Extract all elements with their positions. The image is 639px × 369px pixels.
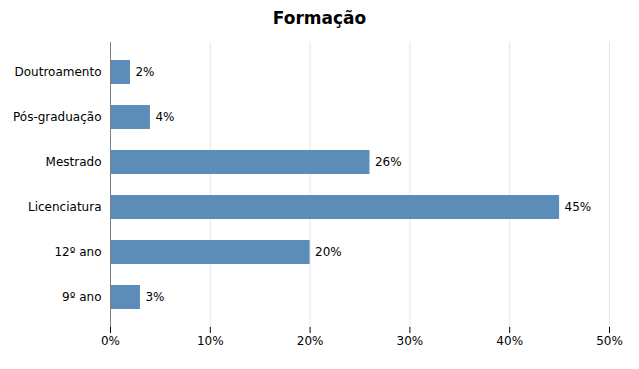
svg-text:40%: 40% xyxy=(496,334,523,348)
svg-text:3%: 3% xyxy=(145,290,164,304)
svg-text:20%: 20% xyxy=(315,245,342,259)
svg-text:45%: 45% xyxy=(565,200,592,214)
svg-text:Licenciatura: Licenciatura xyxy=(28,200,102,214)
svg-text:9º ano: 9º ano xyxy=(62,290,101,304)
html-text:Formação: Formação xyxy=(272,8,367,28)
svg-text:Pós-graduação: Pós-graduação xyxy=(13,110,102,124)
svg-text:10%: 10% xyxy=(197,334,224,348)
svg-text:26%: 26% xyxy=(375,155,402,169)
svg-text:50%: 50% xyxy=(596,334,623,348)
svg-text:4%: 4% xyxy=(155,110,174,124)
svg-text:12º ano: 12º ano xyxy=(54,245,101,259)
svg-text:Doutroamento: Doutroamento xyxy=(15,65,102,79)
svg-text:30%: 30% xyxy=(397,334,424,348)
svg-text:2%: 2% xyxy=(135,65,154,79)
svg-text:20%: 20% xyxy=(297,334,324,348)
svg-text:0%: 0% xyxy=(101,334,120,348)
svg-text:Mestrado: Mestrado xyxy=(46,155,102,169)
